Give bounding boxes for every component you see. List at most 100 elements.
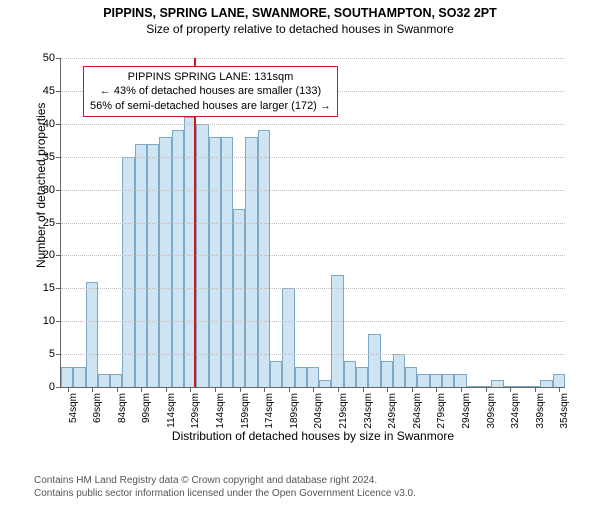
- x-tick-label: 114sqm: [166, 393, 177, 428]
- histogram-bar: [135, 144, 147, 387]
- gridline: [61, 190, 565, 191]
- x-tick: [486, 387, 487, 392]
- histogram-bar: [270, 361, 282, 387]
- chart-area: Number of detached properties Distributi…: [32, 52, 582, 432]
- histogram-bar: [172, 130, 184, 387]
- histogram-bar: [282, 288, 294, 387]
- x-tick-label: 234sqm: [363, 393, 374, 429]
- histogram-bar: [98, 374, 110, 387]
- x-tick: [363, 387, 364, 392]
- histogram-bar: [442, 374, 454, 387]
- histogram-bar: [405, 367, 417, 387]
- gridline: [61, 124, 565, 125]
- x-tick: [289, 387, 290, 392]
- annotation-line: 56% of semi-detached houses are larger (…: [90, 99, 331, 113]
- histogram-bar: [454, 374, 466, 387]
- x-tick: [412, 387, 413, 392]
- histogram-bar: [233, 209, 245, 387]
- x-tick-label: 54sqm: [68, 393, 79, 423]
- y-tick: [56, 58, 61, 59]
- x-tick: [117, 387, 118, 392]
- histogram-bar: [381, 361, 393, 387]
- y-tick: [56, 354, 61, 355]
- x-tick: [436, 387, 437, 392]
- x-tick: [461, 387, 462, 392]
- y-tick-label: 35: [43, 151, 55, 163]
- y-tick-label: 45: [43, 85, 55, 97]
- y-tick-label: 30: [43, 184, 55, 196]
- x-tick-label: 144sqm: [215, 393, 226, 429]
- y-tick: [56, 223, 61, 224]
- histogram-bar: [73, 367, 85, 387]
- plot-area: Distribution of detached houses by size …: [60, 58, 565, 388]
- x-tick-label: 339sqm: [535, 393, 546, 429]
- histogram-bar: [295, 367, 307, 387]
- histogram-bar: [430, 374, 442, 387]
- histogram-bar: [61, 367, 73, 387]
- x-tick: [559, 387, 560, 392]
- x-tick: [313, 387, 314, 392]
- y-tick: [56, 124, 61, 125]
- y-tick-label: 20: [43, 249, 55, 261]
- annotation-box: PIPPINS SPRING LANE: 131sqm← 43% of deta…: [83, 66, 338, 117]
- x-tick-label: 84sqm: [117, 393, 128, 423]
- x-tick: [68, 387, 69, 392]
- chart-subtitle: Size of property relative to detached ho…: [0, 22, 600, 36]
- chart-title: PIPPINS, SPRING LANE, SWANMORE, SOUTHAMP…: [0, 6, 600, 20]
- histogram-bar: [516, 386, 528, 387]
- y-tick-label: 15: [43, 282, 55, 294]
- histogram-bar: [159, 137, 171, 387]
- gridline: [61, 157, 565, 158]
- x-tick: [190, 387, 191, 392]
- x-tick-label: 99sqm: [141, 393, 152, 423]
- x-tick: [92, 387, 93, 392]
- histogram-bar: [356, 367, 368, 387]
- gridline: [61, 354, 565, 355]
- gridline: [61, 223, 565, 224]
- annotation-line: PIPPINS SPRING LANE: 131sqm: [90, 70, 331, 84]
- histogram-bar: [110, 374, 122, 387]
- gridline: [61, 58, 565, 59]
- histogram-bar: [368, 334, 380, 387]
- x-axis-label: Distribution of detached houses by size …: [61, 429, 565, 443]
- y-tick: [56, 157, 61, 158]
- x-tick: [166, 387, 167, 392]
- x-tick-label: 354sqm: [559, 393, 570, 429]
- histogram-bar: [331, 275, 343, 387]
- x-tick: [338, 387, 339, 392]
- histogram-bar: [393, 354, 405, 387]
- histogram-bar: [122, 157, 134, 387]
- histogram-bar: [258, 130, 270, 387]
- histogram-bar: [540, 380, 552, 387]
- y-tick-label: 25: [43, 217, 55, 229]
- histogram-bar: [209, 137, 221, 387]
- x-tick-label: 279sqm: [436, 393, 447, 429]
- x-tick-label: 324sqm: [510, 393, 521, 429]
- y-tick: [56, 190, 61, 191]
- histogram-bar: [553, 374, 565, 387]
- x-tick-label: 174sqm: [264, 393, 275, 429]
- y-tick: [56, 288, 61, 289]
- histogram-bar: [221, 137, 233, 387]
- x-tick-label: 264sqm: [412, 393, 423, 429]
- x-tick: [141, 387, 142, 392]
- y-tick-label: 40: [43, 118, 55, 130]
- histogram-bar: [86, 282, 98, 387]
- x-tick: [264, 387, 265, 392]
- histogram-bar: [245, 137, 257, 387]
- x-tick-label: 294sqm: [461, 393, 472, 429]
- y-tick: [56, 321, 61, 322]
- x-tick: [387, 387, 388, 392]
- x-tick-label: 249sqm: [387, 393, 398, 429]
- y-tick-label: 50: [43, 52, 55, 64]
- x-tick-label: 219sqm: [338, 393, 349, 429]
- gridline: [61, 321, 565, 322]
- x-tick: [240, 387, 241, 392]
- histogram-bar: [344, 361, 356, 387]
- histogram-bar: [491, 380, 503, 387]
- footer-attribution: Contains HM Land Registry data © Crown c…: [34, 475, 416, 500]
- histogram-bar: [417, 374, 429, 387]
- x-tick-label: 69sqm: [92, 393, 103, 423]
- y-tick: [56, 387, 61, 388]
- histogram-bar: [319, 380, 331, 387]
